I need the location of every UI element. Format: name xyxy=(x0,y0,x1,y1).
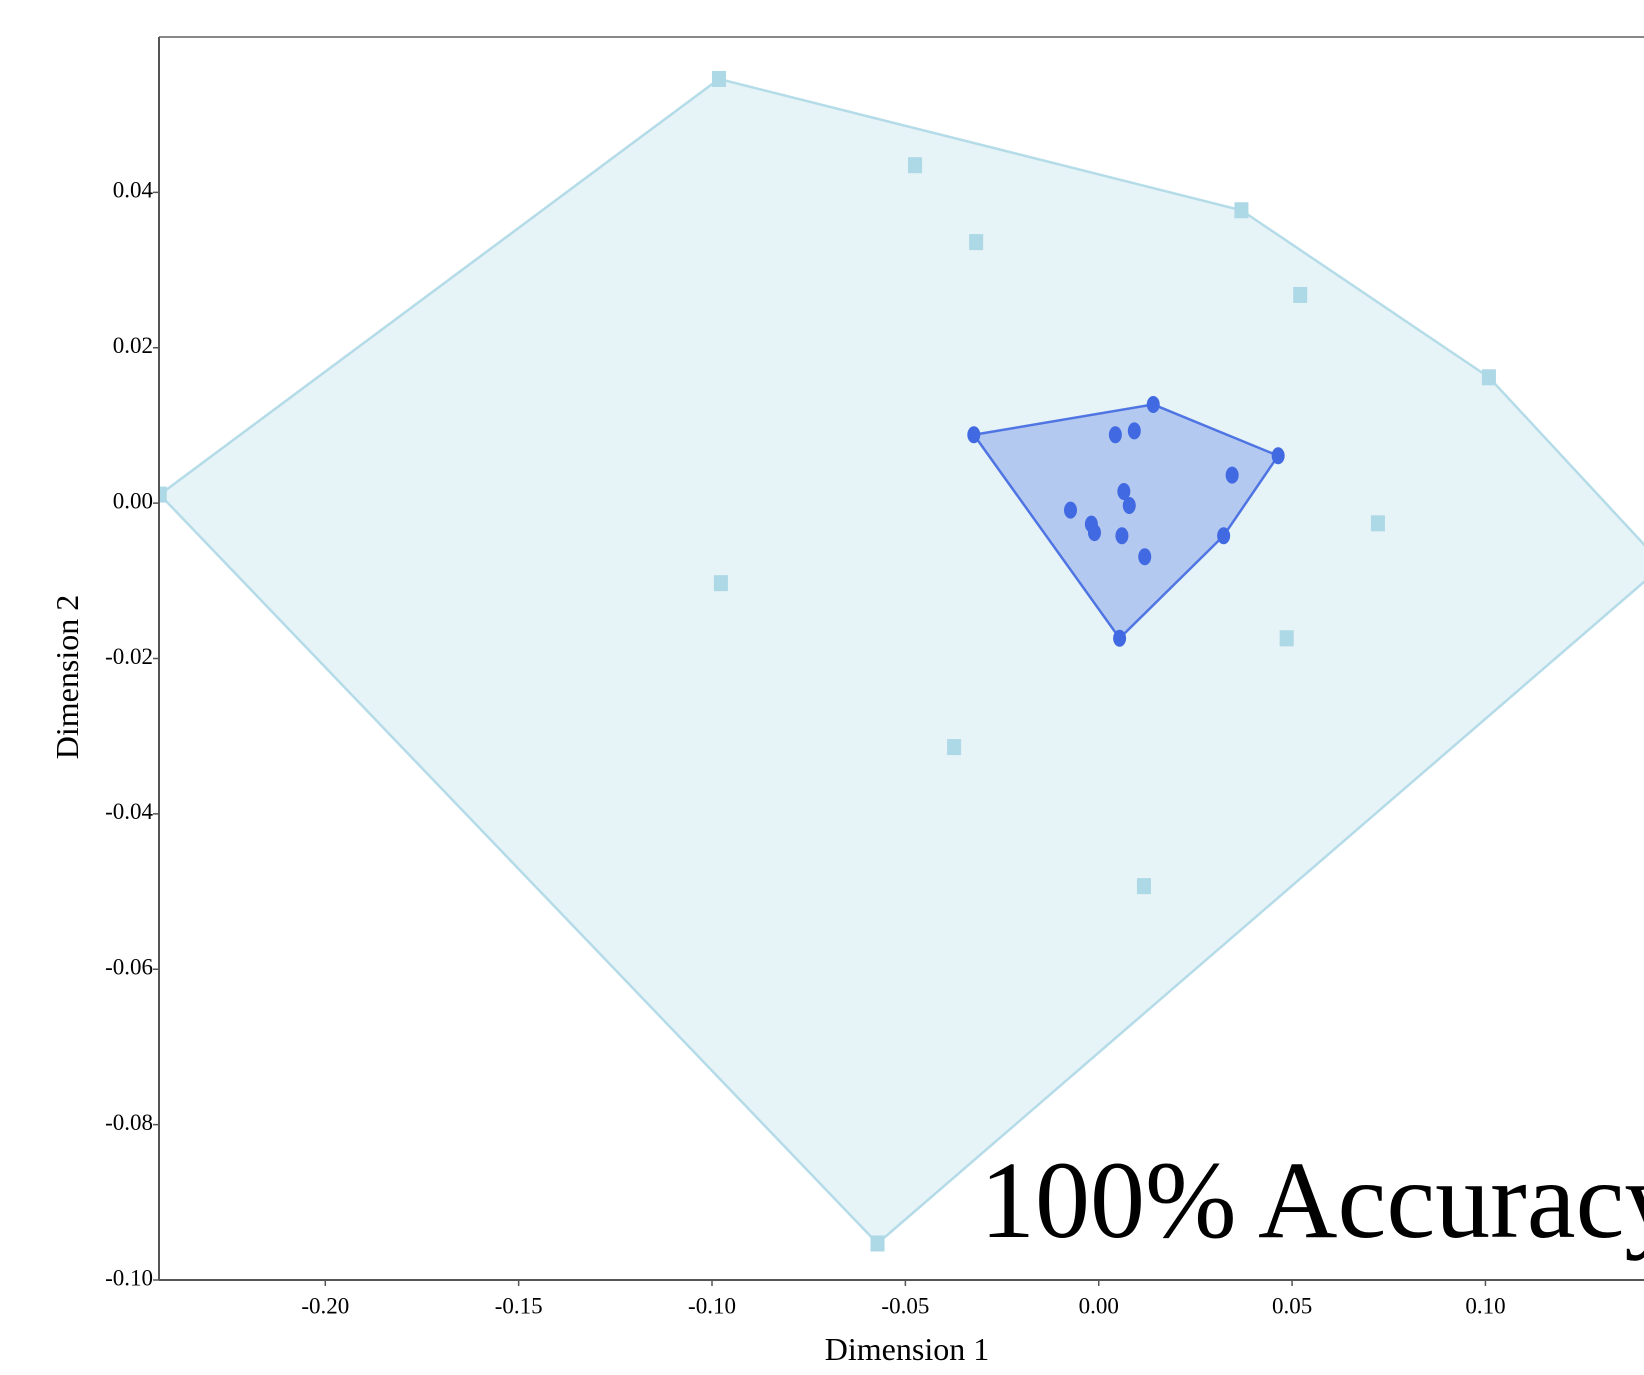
square-point xyxy=(1482,369,1496,385)
y-tick-label: -0.02 xyxy=(105,644,153,669)
x-axis-label: Dimension 1 xyxy=(825,1331,989,1367)
y-tick-label: 0.00 xyxy=(113,488,153,513)
circle-point xyxy=(1226,467,1239,484)
x-tick-label: 0.10 xyxy=(1465,1293,1505,1318)
square-point xyxy=(1234,202,1248,218)
x-tick-label: -0.05 xyxy=(881,1293,929,1318)
circle-point xyxy=(1217,527,1230,544)
circle-point xyxy=(1113,630,1126,647)
circle-point xyxy=(967,426,980,443)
square-point xyxy=(714,575,728,591)
x-tick-label: 0.05 xyxy=(1272,1293,1312,1318)
circle-point xyxy=(1088,524,1101,541)
circle-point xyxy=(1272,447,1285,464)
y-axis-label: Dimension 2 xyxy=(49,595,85,759)
square-point xyxy=(1371,515,1385,531)
square-point xyxy=(871,1235,885,1251)
hull xyxy=(160,79,1644,1244)
circle-point xyxy=(1115,527,1128,544)
y-tick-label: 0.02 xyxy=(113,333,153,358)
circle-point xyxy=(1147,396,1160,413)
y-tick-label: -0.06 xyxy=(105,955,153,980)
circle-point xyxy=(1128,422,1141,439)
x-tick-label: -0.15 xyxy=(495,1293,543,1318)
chart: Dimension 1 Dimension 2 100% Accuracy -0… xyxy=(0,0,1644,1375)
hull-layer xyxy=(160,79,1644,1244)
y-tick-label: -0.10 xyxy=(105,1265,153,1290)
square-point xyxy=(969,234,983,250)
x-tick-label: -0.20 xyxy=(301,1293,349,1318)
square-point xyxy=(712,71,726,87)
circle-point xyxy=(1064,502,1077,519)
x-tick-label: -0.10 xyxy=(688,1293,736,1318)
circle-point xyxy=(1109,426,1122,443)
y-tick-label: 0.04 xyxy=(113,178,154,203)
square-point xyxy=(1280,630,1294,646)
square-point xyxy=(1293,287,1307,303)
y-tick-label: -0.04 xyxy=(105,799,153,824)
annotation: 100% Accuracy xyxy=(980,1139,1644,1261)
x-tick-label: 0.00 xyxy=(1079,1293,1119,1318)
circle-point xyxy=(1123,497,1136,514)
square-point xyxy=(1137,878,1151,894)
square-point xyxy=(947,739,961,755)
y-tick-label: -0.08 xyxy=(105,1110,153,1135)
square-point xyxy=(908,157,922,173)
circle-point xyxy=(1138,548,1151,565)
